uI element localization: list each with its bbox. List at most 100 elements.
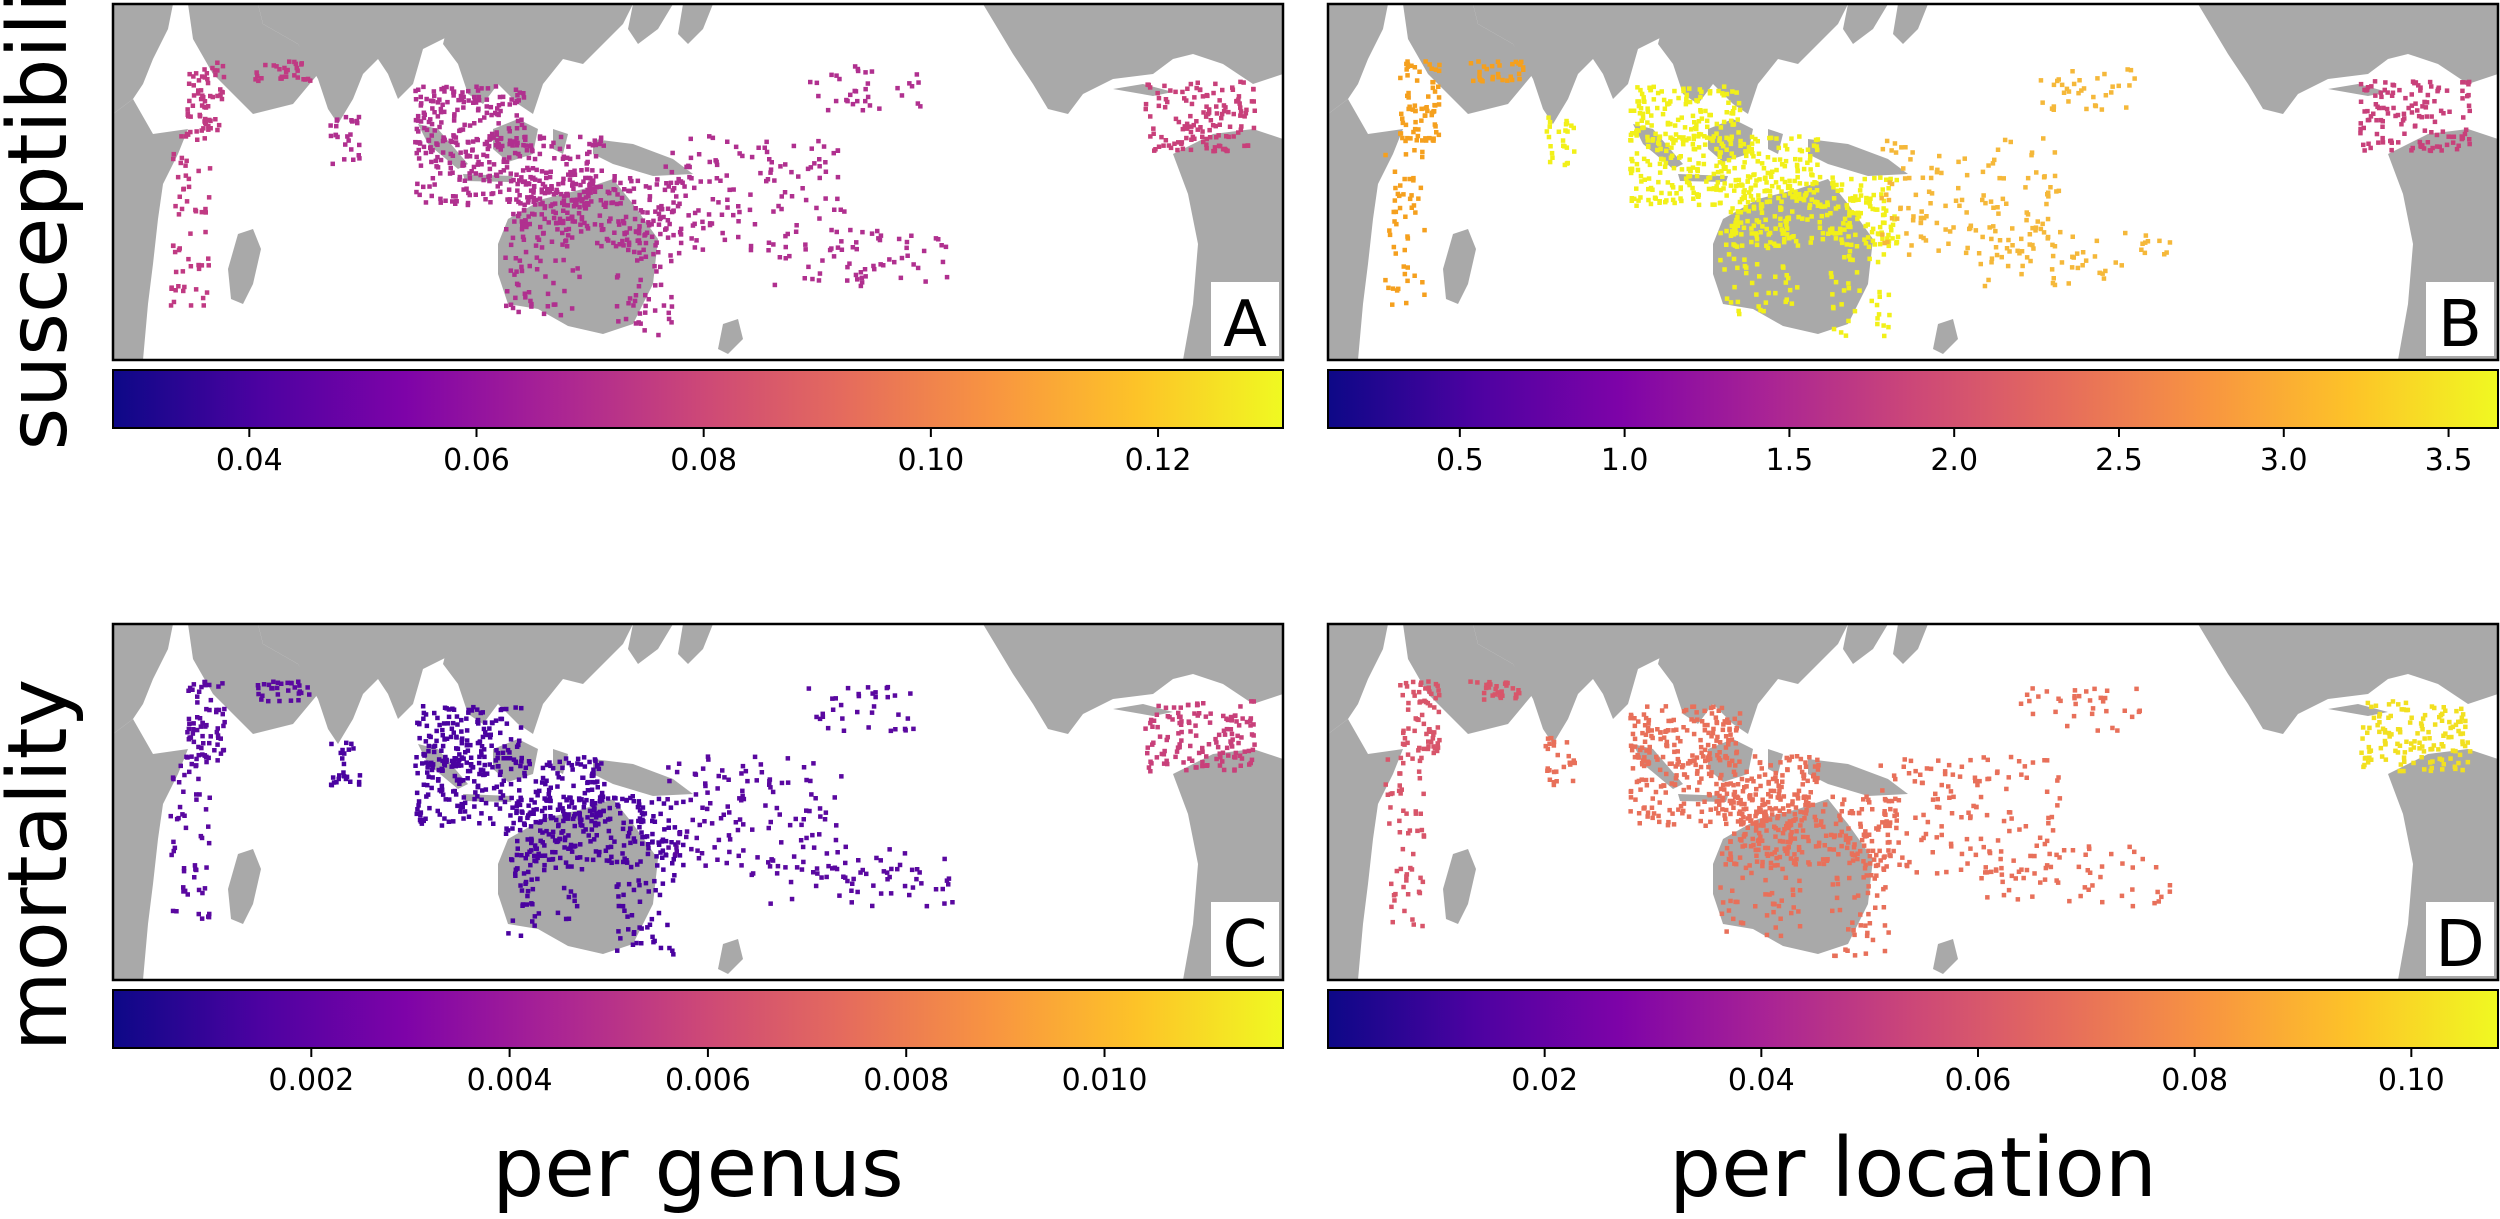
reef-cell [1882, 220, 1887, 226]
reef-cell [1773, 834, 1778, 839]
reef-cell [589, 773, 595, 779]
reef-cell [651, 814, 656, 819]
panel-c: C0.002 0.004 0.006 0.008 0.010 [111, 622, 1285, 1098]
reef-cell [1719, 772, 1724, 778]
reef-cell [435, 777, 441, 782]
reef-cell [197, 792, 202, 797]
reef-cell [498, 108, 503, 114]
reef-cell [2438, 108, 2444, 114]
reef-cell [1852, 953, 1858, 958]
reef-cell [1516, 61, 1521, 66]
reef-cell [1842, 255, 1847, 260]
reef-cell [565, 210, 570, 215]
reef-cell [1882, 333, 1887, 339]
reef-cell [1632, 736, 1638, 742]
reef-cell [1739, 232, 1744, 237]
reef-cell [642, 811, 648, 816]
reef-cell [1884, 864, 1889, 869]
reef-cell [1681, 808, 1686, 814]
reef-cell [1416, 717, 1421, 723]
reef-cell [1891, 773, 1897, 778]
reef-cell [565, 864, 571, 869]
reef-cell [1682, 125, 1688, 130]
reef-cell [1405, 740, 1410, 746]
reef-cell [669, 169, 675, 175]
reef-cell [2006, 887, 2012, 893]
reef-cell [2019, 867, 2024, 872]
reef-cell [515, 118, 521, 124]
reef-cell [578, 222, 583, 227]
reef-cell [1646, 717, 1652, 723]
reef-cell [1782, 163, 1788, 169]
reef-cell [2429, 84, 2434, 89]
reef-cell [200, 752, 205, 757]
reef-cell [1188, 147, 1194, 153]
reef-cell [1665, 142, 1670, 148]
reef-cell [2406, 105, 2411, 111]
reef-cell [508, 242, 514, 248]
reef-cell [1728, 141, 1734, 147]
reef-cell [1401, 884, 1406, 890]
reef-cell [699, 851, 705, 856]
reef-cell [487, 735, 493, 740]
reef-cell [1751, 842, 1756, 848]
reef-cell [1764, 828, 1769, 833]
reef-cell [416, 129, 421, 134]
reef-cell [1777, 808, 1782, 813]
reef-cell [1874, 852, 1879, 858]
reef-cell [1882, 212, 1887, 217]
reef-cell [1735, 223, 1741, 228]
reef-cell [833, 837, 839, 843]
reef-cell [1888, 176, 1893, 182]
reef-cell [1192, 136, 1197, 141]
reef-cell [2467, 137, 2472, 142]
reef-cell [1564, 145, 1570, 150]
reef-cell [560, 230, 565, 236]
reef-cell [1206, 742, 1212, 747]
reef-cell [1754, 820, 1759, 825]
reef-cell [1562, 162, 1568, 168]
reef-cell [533, 846, 539, 851]
reef-cell [1248, 723, 1253, 728]
reef-cell [1892, 141, 1898, 146]
reef-cell [168, 303, 174, 308]
reef-cell [641, 247, 646, 253]
reef-cell [737, 209, 742, 215]
reef-cell [424, 794, 429, 799]
reef-cell [2086, 844, 2092, 849]
reef-cell [585, 779, 591, 785]
reef-cell [549, 239, 555, 244]
reef-cell [668, 805, 674, 810]
reef-cell [220, 711, 225, 717]
reef-cell [816, 138, 821, 144]
reef-cell [712, 845, 717, 850]
reef-cell [640, 817, 645, 823]
reef-cell [1801, 197, 1807, 203]
reef-cell [1760, 818, 1765, 823]
reef-cell [604, 236, 610, 242]
reef-cell [1645, 138, 1650, 143]
reef-cell [907, 892, 912, 898]
reef-cell [533, 819, 538, 825]
reef-cell [1833, 821, 1839, 827]
reef-cell [647, 185, 652, 190]
reef-cell [191, 83, 196, 88]
reef-cell [1884, 819, 1889, 824]
reef-cell [435, 808, 440, 814]
reef-cell [1413, 716, 1418, 721]
reef-cell [726, 777, 731, 782]
reef-cell [417, 721, 422, 727]
reef-cell [2013, 876, 2018, 881]
reef-cell [626, 188, 631, 194]
reef-cell [196, 911, 201, 917]
reef-cell [1839, 182, 1845, 187]
reef-cell [1629, 196, 1635, 201]
reef-cell [569, 215, 574, 220]
reef-cell [643, 254, 649, 259]
reef-cell [1864, 794, 1869, 799]
reef-cell [1513, 695, 1518, 701]
reef-cell [1632, 744, 1638, 749]
reef-cell [1702, 799, 1707, 804]
reef-cell [1639, 777, 1644, 782]
reef-cell [2054, 852, 2059, 858]
